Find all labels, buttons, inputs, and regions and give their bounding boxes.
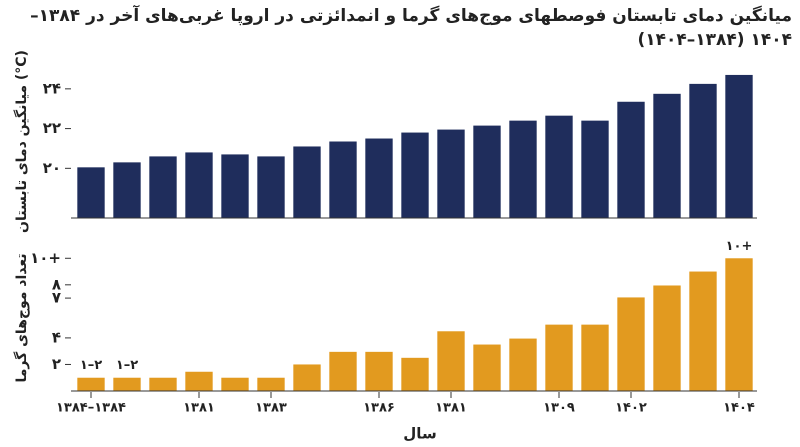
- bar: [689, 83, 717, 219]
- bar: [221, 377, 249, 391]
- y-axis-label: تعداد موج‌های گرما: [13, 253, 30, 382]
- y-tick-label: ۲۲: [43, 119, 61, 137]
- bar: [725, 258, 753, 391]
- bar: [401, 132, 429, 218]
- bar: [77, 377, 105, 391]
- x-tick-label: ۱۳۸۶: [363, 401, 395, 416]
- bar: [149, 377, 177, 391]
- x-tick-label: ۱۴۰۲: [615, 401, 647, 416]
- bar: [581, 120, 609, 218]
- bar: [401, 357, 429, 391]
- y-tick-label: ۱۰+: [30, 249, 61, 267]
- bar: [581, 324, 609, 391]
- bar: [617, 297, 645, 391]
- bar: [689, 271, 717, 391]
- x-tick-label: ۱۳۸۱: [183, 401, 215, 416]
- bar: [77, 167, 105, 218]
- bar: [617, 101, 645, 218]
- x-tick-label: ۱۳۸۴–۱۳۸۴: [56, 401, 126, 416]
- y-tick-label: ۷: [52, 289, 61, 307]
- bar: [437, 129, 465, 218]
- bar: [293, 146, 321, 218]
- bar: [473, 125, 501, 218]
- x-tick-label: ۱۴۰۴: [723, 401, 755, 416]
- bar: [545, 115, 573, 218]
- bar: [329, 141, 357, 218]
- bar: [185, 371, 213, 391]
- bar: [365, 138, 393, 218]
- value-label: ۱–۲: [80, 358, 102, 373]
- bar: [437, 331, 465, 391]
- value-label: ۱–۲: [116, 358, 138, 373]
- bar: [545, 324, 573, 391]
- bar: [473, 344, 501, 391]
- bar: [509, 338, 537, 391]
- y-tick-label: ۲۰: [43, 159, 61, 177]
- bar: [149, 156, 177, 218]
- x-tick-label: ۱۳۸۱: [435, 401, 467, 416]
- y-tick-label: ۲۴: [43, 79, 61, 97]
- bar: [653, 285, 681, 391]
- bar: [257, 377, 285, 391]
- bar: [257, 156, 285, 218]
- y-axis-label: میانگین دمای تابستان (°C): [13, 50, 30, 233]
- value-label: ۱۰+: [726, 239, 753, 254]
- bar: [365, 351, 393, 391]
- bar: [185, 152, 213, 218]
- x-tick-label: ۱۳۸۳: [255, 401, 287, 416]
- chart-title: میانگین دمای تابستان فوصطهای موج‌های گرم…: [30, 6, 792, 50]
- bar: [113, 162, 141, 218]
- bar: [113, 377, 141, 391]
- y-tick-label: ۲: [52, 355, 61, 373]
- y-tick-label: ۴: [52, 328, 61, 346]
- bar: [293, 364, 321, 391]
- bar: [221, 154, 249, 218]
- bar: [509, 120, 537, 218]
- bar: [329, 351, 357, 391]
- x-axis-label: سال: [403, 425, 436, 443]
- bar: [653, 93, 681, 218]
- bar: [725, 74, 753, 219]
- y-tick-label: ۸: [52, 275, 61, 293]
- x-tick-label: ۱۳۰۹: [543, 401, 575, 416]
